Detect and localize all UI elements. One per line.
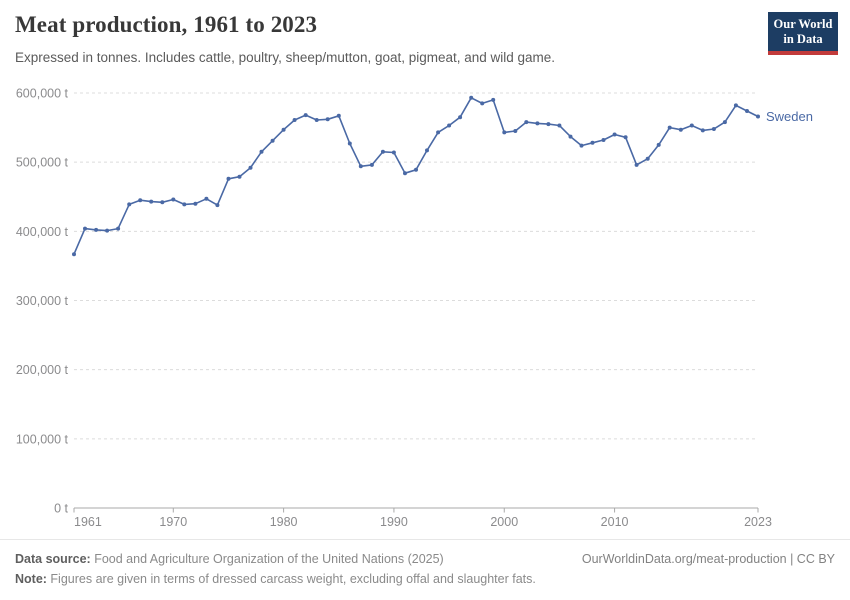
data-point: [259, 149, 264, 154]
data-point: [513, 129, 518, 133]
data-point: [601, 138, 606, 142]
data-point: [358, 164, 363, 169]
data-point: [634, 162, 639, 167]
data-point: [248, 165, 253, 170]
data-point: [138, 198, 143, 203]
footer-row-1: Data source: Food and Agriculture Organi…: [15, 549, 835, 569]
chart-subtitle: Expressed in tonnes. Includes cattle, po…: [15, 50, 556, 65]
y-tick-label: 400,000 t: [16, 225, 69, 239]
data-point: [403, 171, 407, 176]
data-point: [656, 142, 661, 147]
y-tick-label: 300,000 t: [16, 294, 69, 308]
data-point: [667, 125, 672, 130]
data-point: [292, 118, 297, 122]
data-point: [425, 148, 429, 153]
data-point: [204, 196, 209, 201]
x-tick-label: 2010: [601, 515, 629, 529]
footer-row-2: Note: Figures are given in terms of dres…: [15, 569, 835, 589]
data-point: [281, 127, 286, 132]
data-point: [303, 113, 308, 118]
data-point: [414, 167, 418, 172]
data-point: [557, 123, 562, 128]
chart-footer: Data source: Food and Agriculture Organi…: [0, 539, 850, 600]
data-point: [469, 95, 474, 100]
data-point: [645, 156, 650, 161]
owid-logo: Our World in Data: [768, 12, 838, 55]
x-tick-label: 1970: [159, 515, 187, 529]
series-end-label: Sweden: [766, 109, 813, 124]
y-tick-label: 600,000 t: [16, 87, 69, 101]
data-point: [502, 130, 507, 135]
data-point: [612, 132, 617, 137]
data-source-text: Food and Agriculture Organization of the…: [90, 552, 444, 566]
data-point: [436, 130, 441, 135]
owid-logo-line2: in Data: [783, 32, 823, 46]
data-point: [447, 123, 452, 128]
x-tick-label: 2023: [744, 515, 772, 529]
data-point: [480, 101, 485, 106]
chart-area: 0 t 100,000 t 200,000 t 300,000 t 400,000 t 5…: [0, 80, 850, 540]
x-tick-label: 1980: [270, 515, 298, 529]
data-point: [314, 118, 319, 122]
data-point: [226, 176, 231, 181]
data-point: [160, 200, 165, 205]
data-point: [745, 109, 749, 113]
data-point: [83, 226, 87, 231]
data-point: [369, 162, 374, 167]
data-source-line: Data source: Food and Agriculture Organi…: [15, 549, 444, 569]
y-tick-label: 100,000 t: [16, 432, 69, 446]
data-point: [72, 252, 76, 257]
line-chart: 0 t 100,000 t 200,000 t 300,000 t 400,000 t 5…: [16, 87, 813, 530]
data-point: [94, 227, 99, 232]
data-point: [270, 138, 275, 143]
data-point: [711, 127, 716, 131]
data-point: [336, 113, 341, 118]
y-tick-label: 200,000 t: [16, 363, 69, 377]
data-point: [689, 123, 694, 128]
data-point: [458, 115, 463, 120]
citation-link: OurWorldinData.org/meat-production | CC …: [581, 552, 835, 566]
note-label: Note:: [15, 572, 47, 586]
owid-logo-line1: Our World: [773, 17, 833, 31]
data-point: [700, 128, 705, 133]
data-point: [149, 199, 154, 204]
data-point: [171, 197, 176, 202]
data-point: [590, 140, 595, 145]
data-point: [546, 122, 551, 127]
x-tick-label: 1990: [380, 515, 408, 529]
data-point: [579, 143, 584, 148]
data-point: [182, 202, 187, 207]
y-tick-label: 0 t: [54, 502, 68, 516]
data-source-label: Data source:: [15, 552, 91, 566]
data-point: [237, 174, 242, 179]
data-point: [756, 114, 760, 119]
data-point: [722, 120, 727, 125]
data-point: [116, 226, 121, 231]
data-point: [380, 149, 385, 154]
data-point: [678, 127, 683, 132]
note-text: Figures are given in terms of dressed ca…: [46, 572, 536, 586]
x-tick-label: 2000: [490, 515, 518, 529]
data-point: [215, 203, 220, 208]
x-tick-label: 1961: [74, 515, 102, 529]
data-point: [105, 228, 110, 233]
data-point: [524, 120, 529, 125]
series-line: [73, 96, 759, 255]
y-tick-label: 500,000 t: [16, 156, 69, 170]
data-point: [733, 103, 738, 108]
note-line: Note: Figures are given in terms of dres…: [15, 569, 536, 589]
data-point: [623, 135, 628, 140]
data-point: [535, 121, 540, 126]
data-point: [491, 97, 496, 102]
data-point: [325, 117, 330, 122]
page-title: Meat production, 1961 to 2023: [15, 12, 318, 37]
data-point: [347, 141, 352, 146]
data-point: [568, 134, 573, 139]
data-point: [127, 202, 132, 207]
data-point: [391, 150, 396, 155]
data-point: [193, 201, 198, 206]
